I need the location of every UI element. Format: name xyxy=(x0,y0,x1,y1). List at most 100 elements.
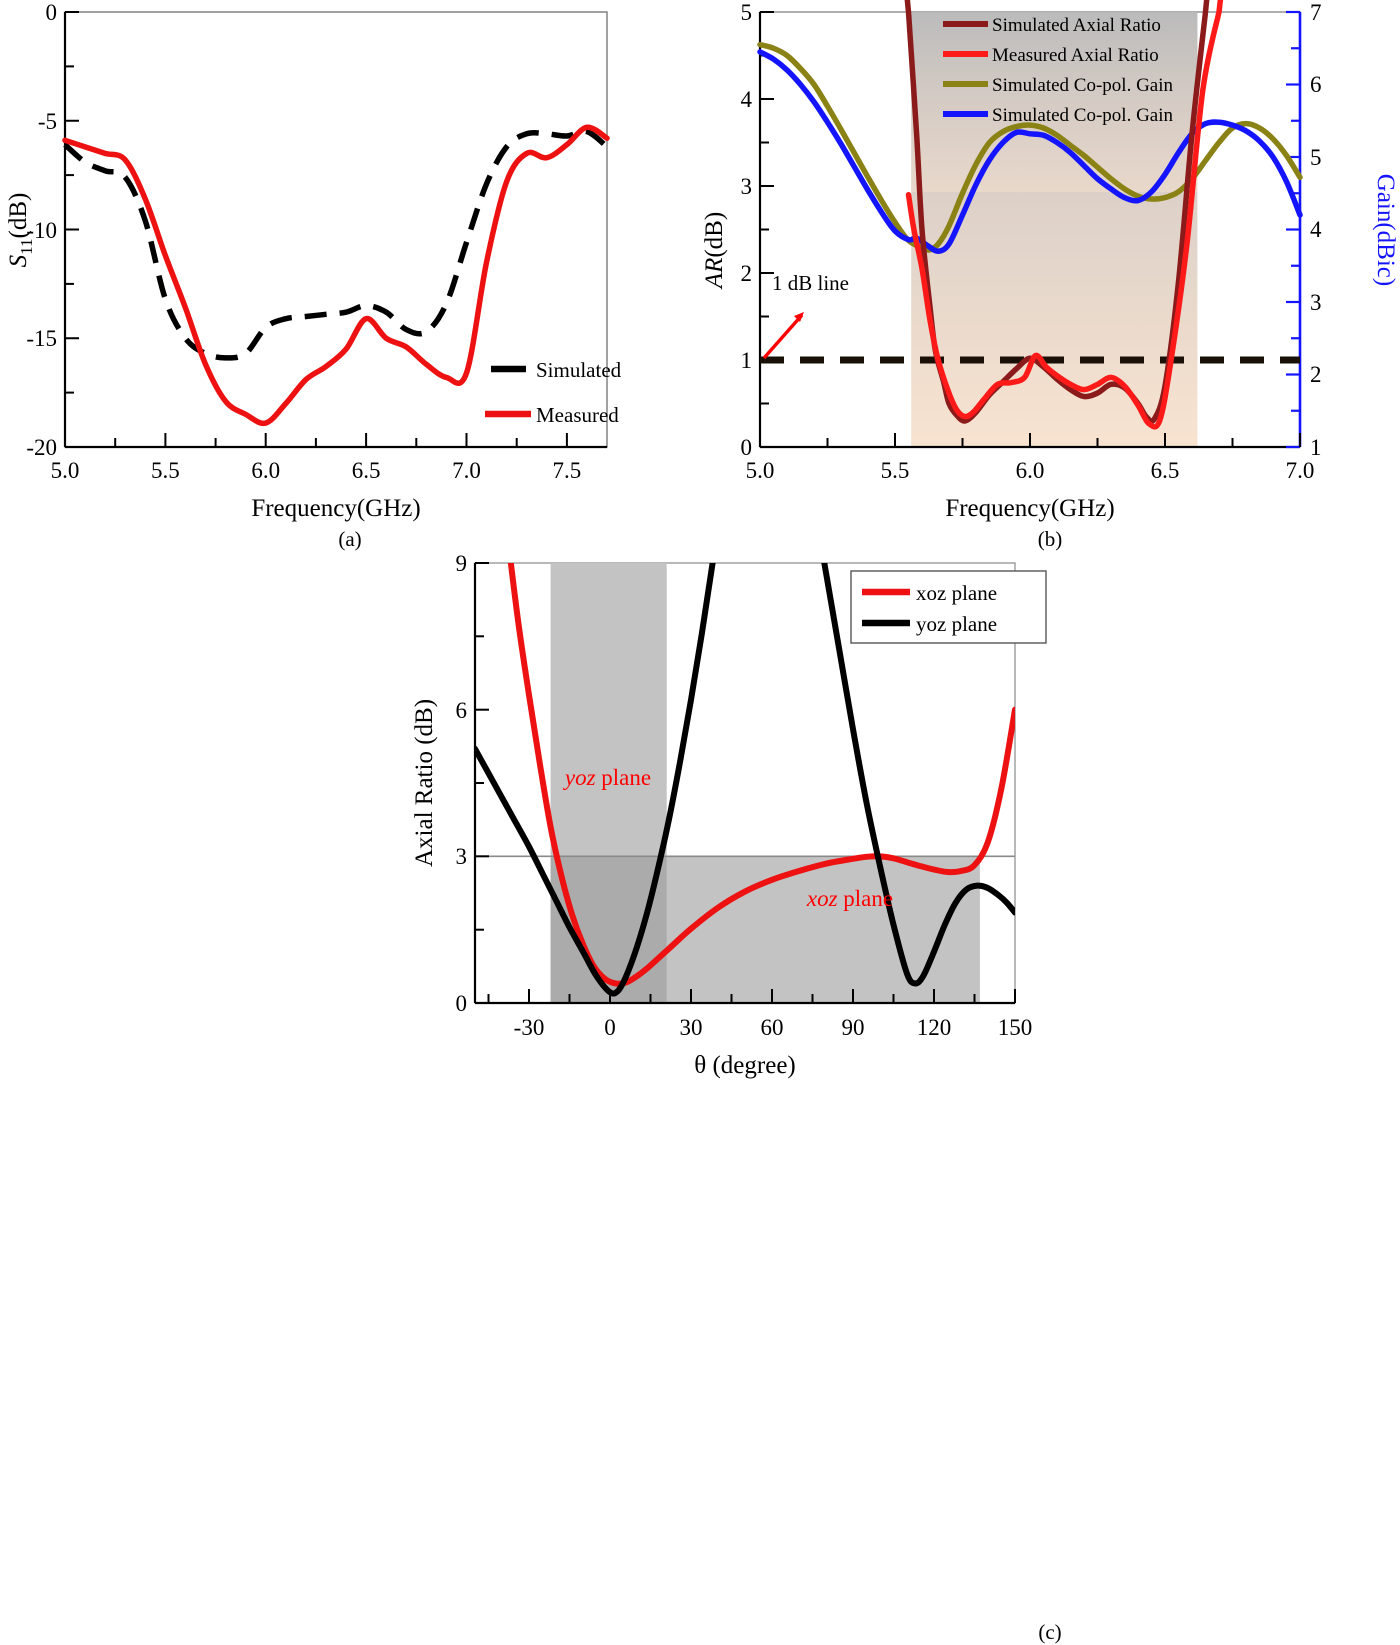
svg-text:Axial Ratio (dB): Axial Ratio (dB) xyxy=(411,699,438,867)
svg-text:AR(dB): AR(dB) xyxy=(701,212,728,290)
panel-c-x-ticks xyxy=(487,989,1016,1003)
panel-b-right-y-ticks xyxy=(1286,10,1300,449)
series-measured-axial-ratio xyxy=(905,0,1224,430)
panel-b-data xyxy=(757,0,1303,430)
panel-b-xtick-1: 5.5 xyxy=(881,458,910,483)
panel-b-x-ticks xyxy=(759,433,1301,447)
panel-c-legend: xoz plane yoz plane xyxy=(850,570,1047,644)
panel-b-caption: (b) xyxy=(1037,527,1063,551)
panel-c-ytick-3: 3 xyxy=(456,844,468,869)
panel-a-x-ticks xyxy=(64,433,568,447)
panel-b-xtick-0: 5.0 xyxy=(746,458,775,483)
legend-label-sim-gain-blue: Simulated Co-pol. Gain xyxy=(992,105,1174,126)
panel-b-ytick-0: 0 xyxy=(741,435,753,460)
panel-b-xtick-3: 6.5 xyxy=(1151,458,1180,483)
series-simulated-gain-blue xyxy=(757,49,1303,254)
panel-b-ytick-5: 5 xyxy=(741,0,753,25)
panel-a-xtick-4: 7.0 xyxy=(452,458,481,483)
panel-a-xtick-2: 6.0 xyxy=(251,458,280,483)
panel-a-xtick-5: 7.5 xyxy=(553,458,582,483)
panel-a-ytick-3: -15 xyxy=(26,326,57,351)
panel-c-data xyxy=(475,563,1015,997)
panel-b-rytick-2: 2 xyxy=(1310,362,1322,387)
panel-b-xtick-4: 7.0 xyxy=(1286,458,1315,483)
panel-c-yaxis-title: Axial Ratio (dB) xyxy=(411,699,438,867)
panel-b-ytick-4: 4 xyxy=(741,87,753,112)
panel-b-xaxis-title: Frequency(GHz) xyxy=(945,495,1114,522)
panel-b-right-y-tick-labels: 7 6 5 4 3 2 1 xyxy=(1310,0,1322,460)
panel-c-label-xoz-plane: xoz plane xyxy=(806,886,893,911)
panel-b-ytick-2: 2 xyxy=(741,261,753,286)
panel-c-legend-box xyxy=(850,570,1047,644)
panel-b-svg: 5 4 3 2 1 0 xyxy=(701,0,1399,522)
panel-c-xtick-120: 120 xyxy=(917,1015,952,1040)
legend-label-sim-gain-olive: Simulated Co-pol. Gain xyxy=(992,75,1174,96)
panel-c-y-tick-labels: 9 6 3 0 xyxy=(456,551,468,1016)
panel-c-svg: 9 6 3 0 xyxy=(411,551,1047,1079)
legend-label-measured: Measured xyxy=(536,403,619,427)
panel-b-yaxis-left-title: AR(dB) xyxy=(701,212,728,290)
panel-b-annotation-arrow-icon xyxy=(762,312,804,360)
svg-text:S11(dB): S11(dB) xyxy=(5,193,36,268)
series-measured-s11 xyxy=(62,124,610,427)
panel-b-rytick-3: 3 xyxy=(1310,290,1322,315)
panel-a-y-ticks xyxy=(65,11,79,448)
panel-a-ytick-0: 0 xyxy=(46,0,58,25)
legend-label-xoz: xoz plane xyxy=(916,581,997,605)
panel-b-rytick-1: 1 xyxy=(1310,435,1322,460)
panel-a-ytick-2: -10 xyxy=(26,218,57,243)
panel-c-xtick-150: 150 xyxy=(998,1015,1033,1040)
panel-b-rytick-5: 5 xyxy=(1310,145,1322,170)
panel-a-xtick-3: 6.5 xyxy=(352,458,381,483)
panel-a-xaxis-title: Frequency(GHz) xyxy=(251,495,420,522)
panel-b-yaxis-right-title: Gain(dBic) xyxy=(1372,174,1399,286)
panel-b-ytick-3: 3 xyxy=(741,174,753,199)
panel-c-label-yoz-plane: yoz plane xyxy=(563,765,651,790)
legend-label-yoz: yoz plane xyxy=(916,612,997,636)
panel-c-ytick-9: 9 xyxy=(456,551,468,576)
panel-b-1db-annotation: 1 dB line xyxy=(772,271,849,295)
panel-b-ytick-1: 1 xyxy=(741,348,753,373)
panel-a-xtick-0: 5.0 xyxy=(51,458,80,483)
panel-b-rytick-6: 6 xyxy=(1310,72,1322,97)
series-xoz-plane xyxy=(507,563,1015,987)
panel-a-xtick-1: 5.5 xyxy=(151,458,180,483)
legend-label-measured-ar: Measured Axial Ratio xyxy=(992,45,1159,66)
panel-c-y-ticks xyxy=(475,562,489,1004)
svg-text:Gain(dBic): Gain(dBic) xyxy=(1372,174,1399,286)
panel-c-x-tick-labels: -30 0 30 60 90 120 150 xyxy=(514,1015,1033,1040)
panel-a-data xyxy=(62,124,610,427)
panel-a-legend: Simulated Measured xyxy=(485,358,622,427)
panel-c-xtick-30: 30 xyxy=(680,1015,703,1040)
panel-c-ytick-6: 6 xyxy=(456,698,468,723)
series-simulated-gain-olive xyxy=(757,41,1303,253)
panel-c-ytick-0: 0 xyxy=(456,991,468,1016)
panel-b-legend: Simulated Axial Ratio Measured Axial Rat… xyxy=(943,15,1174,126)
panel-a-ytick-4: -20 xyxy=(26,435,57,460)
panel-b-shading-top xyxy=(911,12,1198,192)
panel-c-xtick-60: 60 xyxy=(761,1015,784,1040)
panel-a-ytick-1: -5 xyxy=(38,109,57,134)
panel-c-xtick-neg30: -30 xyxy=(514,1015,545,1040)
panel-b-ar-gain-chart: 5 4 3 2 1 0 xyxy=(700,0,1400,560)
panel-b-rytick-4: 4 xyxy=(1310,217,1322,242)
panel-a-s11-chart: 0 -5 -10 -15 -20 5.0 xyxy=(0,0,700,560)
panel-b-rytick-7: 7 xyxy=(1310,0,1322,25)
panel-a-x-tick-labels: 5.0 5.5 6.0 6.5 7.0 7.5 xyxy=(51,458,582,483)
panel-a-svg: 0 -5 -10 -15 -20 5.0 xyxy=(5,0,622,522)
panel-a-axes xyxy=(63,11,608,449)
panel-b-xtick-2: 6.0 xyxy=(1016,458,1045,483)
series-yoz-plane xyxy=(475,563,1015,997)
panel-b-x-tick-labels: 5.0 5.5 6.0 6.5 7.0 xyxy=(746,458,1315,483)
panel-a-y-tick-labels: 0 -5 -10 -15 -20 xyxy=(26,0,57,460)
legend-label-simulated: Simulated xyxy=(536,358,622,382)
panel-c-caption: (c) xyxy=(1038,1620,1062,1644)
legend-label-simulated-ar: Simulated Axial Ratio xyxy=(992,15,1161,36)
panel-b-left-y-tick-labels: 5 4 3 2 1 0 xyxy=(741,0,753,460)
panel-c-xaxis-title: θ (degree) xyxy=(694,1052,796,1079)
panel-a-yaxis-title: S11(dB) xyxy=(5,193,36,268)
panel-c-xtick-0: 0 xyxy=(604,1015,616,1040)
series-simulated-s11 xyxy=(63,128,609,361)
panel-a-caption: (a) xyxy=(338,527,362,551)
